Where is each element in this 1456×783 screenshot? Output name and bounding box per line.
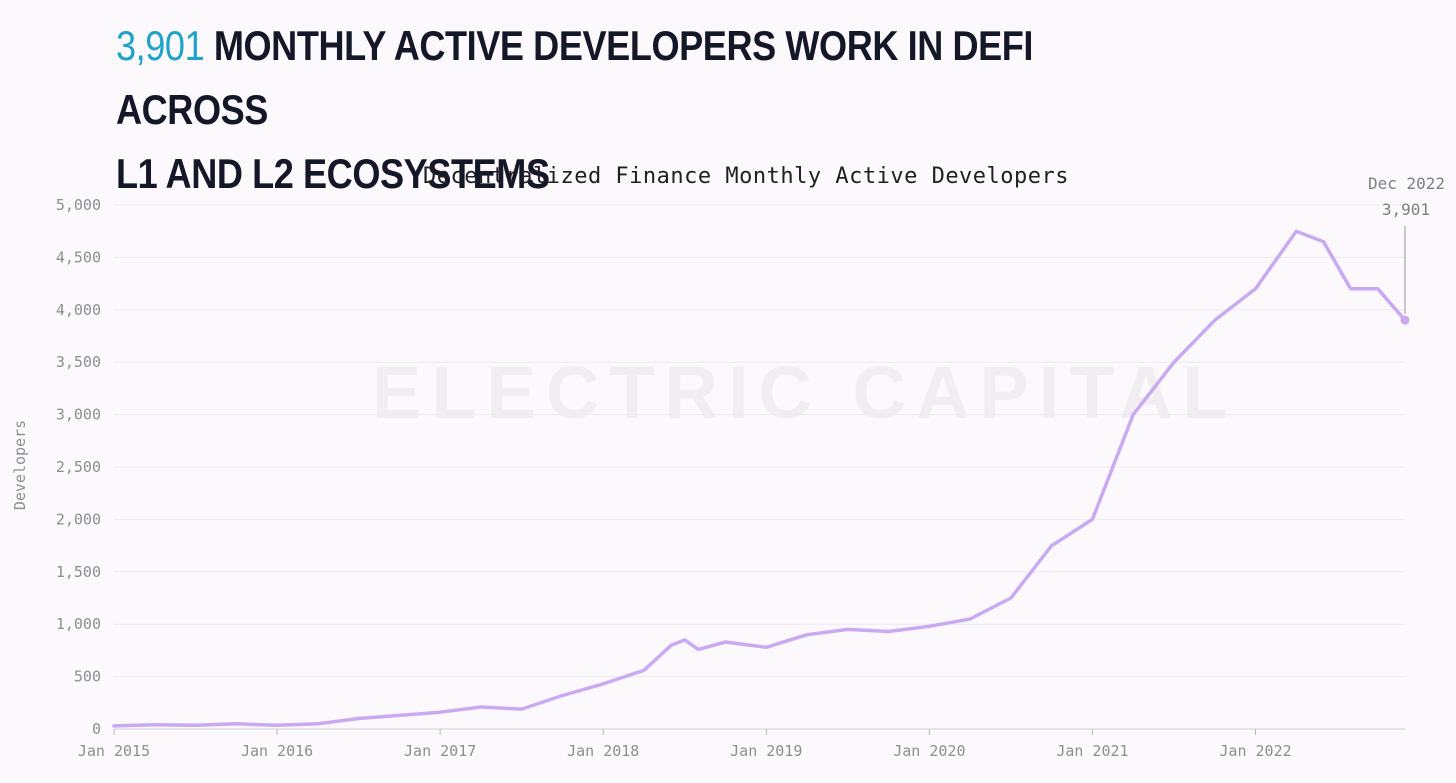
x-tick-label: Jan 2015	[78, 742, 150, 760]
headline-line2: L1 AND L2 ECOSYSTEMS	[116, 150, 550, 197]
y-tick-label: 0	[92, 720, 101, 738]
x-tick-label: Jan 2017	[404, 742, 476, 760]
y-tick-label: 4,000	[56, 301, 101, 319]
headline: 3,901 MONTHLY ACTIVE DEVELOPERS WORK IN …	[116, 14, 1131, 206]
y-tick-label: 5,000	[56, 196, 101, 214]
annotation-value: 3,901	[1382, 200, 1430, 219]
end-annotation: Dec 2022 3,901	[1368, 174, 1445, 315]
y-tick-label: 1,000	[56, 615, 101, 633]
x-tick-label: Jan 2021	[1056, 742, 1128, 760]
x-tick-label: Jan 2019	[730, 742, 802, 760]
y-tick-label: 1,500	[56, 563, 101, 581]
y-tick-label: 2,500	[56, 458, 101, 476]
y-tick-label: 2,000	[56, 510, 101, 528]
x-tick-label: Jan 2018	[567, 742, 639, 760]
grid-lines	[114, 204, 1405, 730]
x-tick-label: Jan 2016	[241, 742, 313, 760]
annotation-date: Dec 2022	[1368, 174, 1445, 193]
y-tick-label: 4,500	[56, 248, 101, 266]
y-tick-label: 3,500	[56, 353, 101, 371]
y-tick-label: 3,000	[56, 406, 101, 424]
end-point-marker	[1400, 315, 1410, 325]
y-axis-title: Developers	[11, 420, 29, 510]
y-tick-label: 500	[74, 668, 101, 686]
x-tick-label: Jan 2020	[893, 742, 965, 760]
y-axis-ticks: 0 500 1,000 1,500 2,000 2,500 3,000 3,500 4,000 4…	[56, 196, 101, 738]
x-axis-ticks: Jan 2015 Jan 2016 Jan 2017 Jan 2018 Jan 2019…	[78, 728, 1405, 760]
x-tick-label: Jan 2022	[1219, 742, 1291, 760]
headline-highlight-number: 3,901	[116, 22, 205, 69]
series-line	[112, 229, 1407, 728]
chart-title: Decentralized Finance Monthly Active Dev…	[423, 164, 1070, 189]
headline-line1: MONTHLY ACTIVE DEVELOPERS WORK IN DEFI A…	[116, 22, 1034, 133]
series-group	[112, 229, 1410, 728]
watermark-logo: ELECTRIC CAPITAL	[372, 351, 1238, 434]
